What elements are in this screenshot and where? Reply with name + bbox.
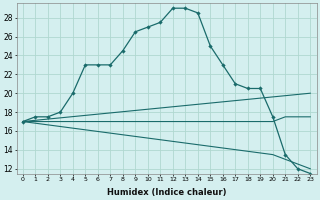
X-axis label: Humidex (Indice chaleur): Humidex (Indice chaleur) xyxy=(107,188,226,197)
